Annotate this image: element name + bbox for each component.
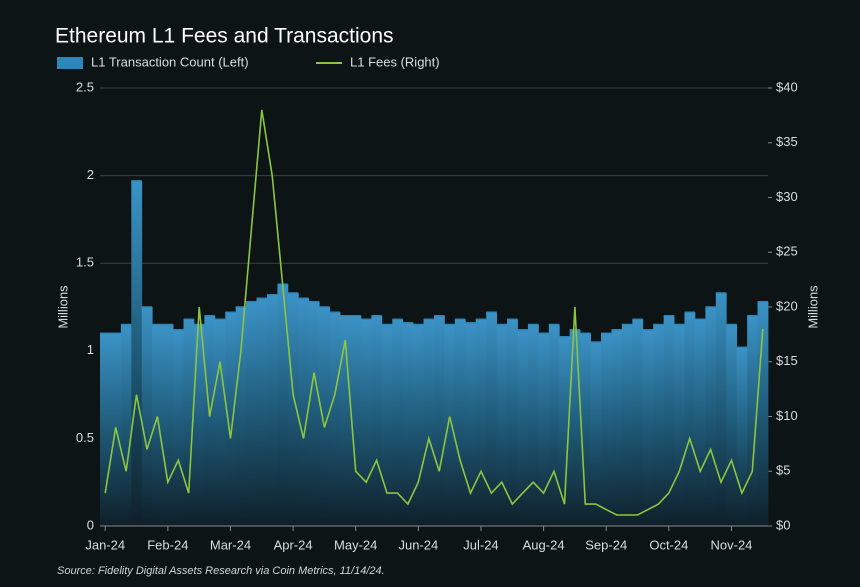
y-tick-label: 2.5 bbox=[76, 79, 94, 94]
y2-tick-label: $25 bbox=[776, 244, 798, 259]
x-tick-label: Jun-24 bbox=[398, 537, 438, 552]
bar bbox=[726, 324, 738, 526]
y-tick-label: 1 bbox=[87, 342, 94, 357]
bar bbox=[256, 298, 268, 526]
y2-tick-label: $30 bbox=[776, 189, 798, 204]
bar bbox=[329, 312, 341, 526]
bar bbox=[517, 329, 529, 526]
bar bbox=[413, 324, 424, 526]
bar bbox=[371, 315, 383, 526]
bar bbox=[548, 324, 560, 526]
bar bbox=[100, 333, 111, 526]
y2-tick-label: $10 bbox=[776, 408, 798, 423]
bar bbox=[674, 324, 685, 526]
bar bbox=[601, 333, 612, 526]
x-tick-label: Aug-24 bbox=[523, 537, 565, 552]
bar bbox=[319, 307, 331, 526]
x-tick-label: Nov-24 bbox=[711, 537, 753, 552]
bar bbox=[454, 319, 466, 526]
y2-tick-label: $20 bbox=[776, 298, 798, 313]
bar bbox=[590, 342, 602, 526]
bar bbox=[705, 307, 717, 526]
x-tick-label: May-24 bbox=[334, 537, 377, 552]
bar bbox=[757, 301, 769, 526]
bar bbox=[267, 294, 278, 526]
bar bbox=[444, 324, 456, 526]
bar bbox=[465, 322, 477, 526]
bar bbox=[173, 329, 184, 526]
bar bbox=[246, 301, 257, 526]
bar bbox=[183, 319, 195, 526]
y-axis-title: Millions bbox=[55, 285, 70, 329]
bar bbox=[527, 324, 539, 526]
bar bbox=[141, 307, 153, 526]
bar bbox=[642, 329, 654, 526]
bar bbox=[287, 292, 299, 526]
bar bbox=[580, 333, 591, 526]
bar bbox=[663, 315, 675, 526]
bar bbox=[162, 324, 174, 526]
bar bbox=[507, 319, 518, 526]
x-tick-label: Sep-24 bbox=[585, 537, 627, 552]
bar bbox=[559, 336, 571, 526]
bar bbox=[569, 329, 581, 526]
x-tick-label: Jan-24 bbox=[85, 537, 125, 552]
y2-tick-label: $40 bbox=[776, 79, 798, 94]
bar bbox=[277, 284, 289, 526]
bar bbox=[402, 322, 414, 526]
bar bbox=[475, 319, 487, 526]
bar bbox=[715, 292, 727, 526]
bar bbox=[392, 319, 404, 526]
bar bbox=[308, 301, 320, 526]
y2-tick-label: $0 bbox=[776, 517, 790, 532]
fee-line bbox=[104, 109, 764, 516]
bar bbox=[486, 312, 498, 526]
bar bbox=[736, 347, 748, 526]
x-tick-label: Mar-24 bbox=[210, 537, 251, 552]
y2-tick-label: $35 bbox=[776, 134, 798, 149]
bar bbox=[434, 315, 445, 526]
y-tick-label: 0.5 bbox=[76, 430, 94, 445]
bar bbox=[538, 333, 550, 526]
chart-title: Ethereum L1 Fees and Transactions bbox=[55, 25, 394, 48]
x-tick-label: Jul-24 bbox=[463, 537, 498, 552]
source-note: Source: Fidelity Digital Assets Research… bbox=[57, 565, 385, 577]
bar bbox=[381, 324, 393, 526]
bar bbox=[225, 312, 237, 526]
x-tick-label: Oct-24 bbox=[649, 537, 688, 552]
legend-label: L1 Transaction Count (Left) bbox=[91, 54, 249, 69]
bar bbox=[611, 329, 623, 526]
bar bbox=[694, 319, 706, 526]
bar bbox=[496, 324, 508, 526]
y-tick-label: 0 bbox=[87, 517, 94, 532]
y-tick-label: 2 bbox=[87, 167, 94, 182]
bar bbox=[340, 315, 351, 526]
y2-tick-label: $15 bbox=[776, 353, 798, 368]
bar bbox=[350, 315, 362, 526]
legend-label: L1 Fees (Right) bbox=[350, 54, 440, 69]
bar bbox=[152, 324, 164, 526]
x-tick-label: Apr-24 bbox=[274, 537, 313, 552]
bar bbox=[747, 315, 758, 526]
bar bbox=[204, 315, 216, 526]
bar bbox=[684, 312, 696, 526]
bar bbox=[423, 319, 435, 526]
bar bbox=[235, 307, 247, 526]
bar bbox=[214, 319, 226, 526]
bar bbox=[131, 180, 143, 526]
bar bbox=[193, 324, 205, 526]
bar bbox=[632, 319, 644, 526]
y-tick-label: 1.5 bbox=[76, 255, 94, 270]
legend-swatch bbox=[57, 57, 83, 69]
x-tick-label: Feb-24 bbox=[147, 537, 188, 552]
y2-tick-label: $5 bbox=[776, 463, 790, 478]
y2-axis-title: Millions bbox=[805, 285, 820, 329]
bar bbox=[120, 324, 132, 526]
bar bbox=[360, 319, 372, 526]
bar bbox=[298, 298, 310, 526]
bar bbox=[653, 324, 665, 526]
bar bbox=[621, 324, 633, 526]
